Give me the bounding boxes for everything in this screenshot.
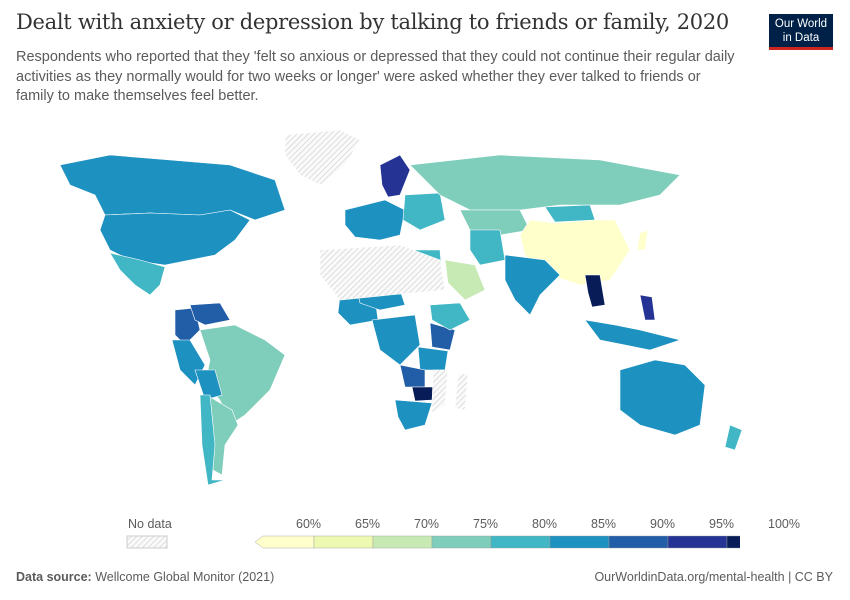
country-kazakhstan[interactable]	[459, 209, 531, 236]
country-united-states[interactable]	[99, 209, 251, 266]
legend-tick-label: 70%	[414, 517, 440, 531]
legend-tick-label: 75%	[473, 517, 499, 531]
legend-no-data-label: No data	[128, 517, 172, 531]
legend-tick-label: 100%	[768, 517, 800, 531]
country-mexico[interactable]	[109, 252, 166, 296]
country-eastern-europe[interactable]	[402, 192, 446, 231]
legend-tick-label: 85%	[591, 517, 617, 531]
legend-tick-label: 95%	[709, 517, 735, 531]
legend-bin-3[interactable]	[431, 535, 492, 549]
owid-logo[interactable]: Our World in Data	[769, 14, 833, 50]
logo-text: Our World in Data	[774, 18, 828, 44]
legend-bin-7[interactable]	[667, 535, 728, 549]
country-mozambique[interactable]	[431, 369, 449, 414]
country-antarctica-north[interactable]	[284, 129, 361, 186]
country-zimbabwe[interactable]	[411, 386, 434, 402]
legend-bin-8[interactable]	[726, 535, 740, 549]
legend-bin-4[interactable]	[490, 535, 551, 549]
country-iran[interactable]	[469, 229, 506, 266]
legend-tick-label: 65%	[355, 517, 381, 531]
source-text: Wellcome Global Monitor (2021)	[95, 570, 275, 584]
country-western-europe[interactable]	[344, 199, 406, 241]
country-australia[interactable]	[619, 359, 706, 436]
legend-bin-5[interactable]	[549, 535, 610, 549]
data-source: Data source: Wellcome Global Monitor (20…	[16, 570, 274, 584]
legend-tick-label: 80%	[532, 517, 558, 531]
world-map	[59, 129, 743, 486]
chart-title: Dealt with anxiety or depression by talk…	[16, 10, 729, 34]
country-canada[interactable]	[59, 154, 286, 221]
country-scandinavia[interactable]	[379, 154, 411, 198]
country-bolivia[interactable]	[194, 369, 223, 401]
chart-subtitle: Respondents who reported that they 'felt…	[16, 49, 735, 104]
legend-bin-1[interactable]	[313, 535, 374, 549]
legend-no-data-swatch	[126, 535, 168, 549]
country-russia[interactable]	[409, 154, 681, 211]
country-chile[interactable]	[199, 394, 226, 486]
country-saudi-arabia[interactable]	[444, 259, 486, 301]
country-new-zealand[interactable]	[724, 424, 743, 451]
country-tanzania[interactable]	[417, 346, 449, 371]
country-venezuela[interactable]	[189, 302, 231, 326]
country-sahara-region[interactable]	[319, 244, 446, 301]
country-ethiopia[interactable]	[429, 302, 471, 331]
country-madagascar[interactable]	[454, 372, 469, 411]
country-congo[interactable]	[371, 314, 421, 366]
legend-tick-label: 60%	[296, 517, 322, 531]
source-url-link[interactable]: OurWorldinData.org/mental-health | CC BY	[594, 570, 833, 584]
color-legend	[126, 535, 740, 549]
country-india[interactable]	[504, 254, 561, 316]
country-thailand[interactable]	[584, 274, 606, 308]
country-south-africa[interactable]	[394, 399, 433, 431]
country-japan[interactable]	[636, 229, 649, 251]
country-mongolia[interactable]	[544, 204, 596, 223]
legend-bin-6[interactable]	[608, 535, 669, 549]
country-philippines[interactable]	[639, 294, 656, 321]
source-label: Data source:	[16, 570, 92, 584]
country-indonesia[interactable]	[584, 319, 682, 351]
legend-bin-0[interactable]	[254, 535, 315, 549]
legend-tick-label: 90%	[650, 517, 676, 531]
legend-bin-2[interactable]	[372, 535, 433, 549]
